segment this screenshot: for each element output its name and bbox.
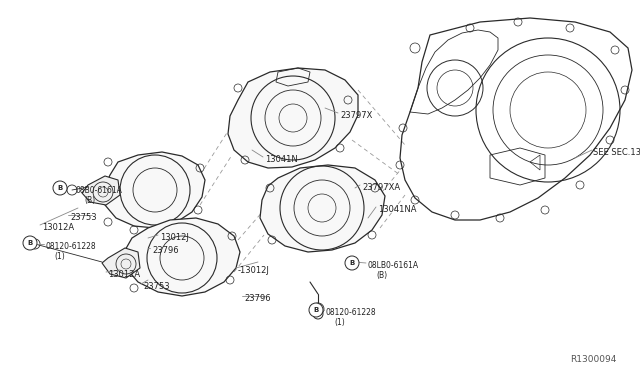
- Text: B: B: [314, 307, 319, 313]
- Text: 13041N: 13041N: [265, 155, 298, 164]
- Text: 23797X: 23797X: [340, 111, 372, 120]
- Text: 23797XA: 23797XA: [362, 183, 400, 192]
- Text: B: B: [349, 260, 355, 266]
- Text: 08120-61228: 08120-61228: [326, 308, 376, 317]
- Text: B: B: [28, 240, 33, 246]
- Text: 08B0-6161A: 08B0-6161A: [76, 186, 123, 195]
- Text: 13012J: 13012J: [160, 233, 189, 242]
- Text: 08120-61228: 08120-61228: [46, 242, 97, 251]
- Circle shape: [312, 303, 324, 315]
- Text: (1): (1): [54, 252, 65, 261]
- Polygon shape: [228, 68, 358, 168]
- Text: 23753: 23753: [143, 282, 170, 291]
- Polygon shape: [124, 218, 240, 296]
- Text: (B): (B): [84, 196, 95, 205]
- Polygon shape: [82, 176, 120, 205]
- Text: (B): (B): [376, 271, 387, 280]
- Text: 08LB0-6161A: 08LB0-6161A: [368, 261, 419, 270]
- Polygon shape: [260, 165, 385, 252]
- Text: SEE SEC.135: SEE SEC.135: [593, 148, 640, 157]
- Text: 23753: 23753: [70, 213, 97, 222]
- Text: (1): (1): [334, 318, 345, 327]
- Text: -13012J: -13012J: [238, 266, 270, 275]
- Circle shape: [345, 256, 359, 270]
- Circle shape: [309, 303, 323, 317]
- Text: 13041NA: 13041NA: [378, 205, 417, 214]
- Text: 23796: 23796: [244, 294, 271, 303]
- Circle shape: [23, 236, 37, 250]
- Text: 23796: 23796: [152, 246, 179, 255]
- Text: 13012A: 13012A: [108, 270, 140, 279]
- Circle shape: [53, 181, 67, 195]
- Text: 13012A: 13012A: [42, 223, 74, 232]
- Polygon shape: [103, 152, 205, 228]
- Polygon shape: [102, 248, 140, 278]
- Text: B: B: [58, 185, 63, 191]
- Text: R1300094: R1300094: [570, 355, 616, 364]
